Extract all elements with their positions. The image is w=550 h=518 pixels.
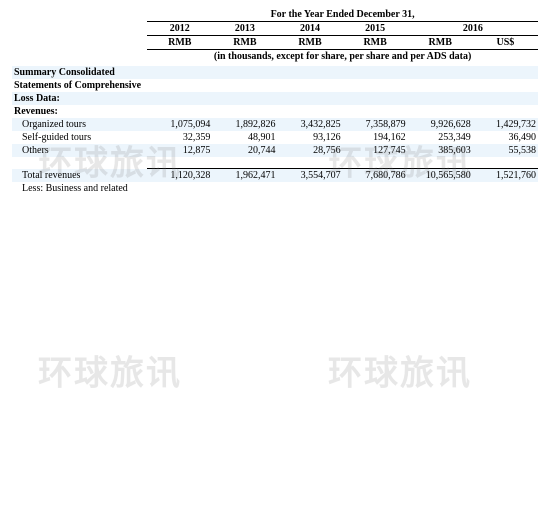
cell-value: 194,162 — [343, 131, 408, 144]
section-label: Summary Consolidated — [12, 66, 538, 79]
watermark: 环球旅讯 — [38, 346, 182, 395]
table-row: Organized tours1,075,0941,892,8263,432,8… — [12, 118, 538, 131]
section-label: Revenues: — [12, 105, 538, 118]
cell-value: 1,962,471 — [212, 169, 277, 183]
cell-value: 48,901 — [212, 131, 277, 144]
header-period: For the Year Ended December 31, — [147, 8, 538, 22]
cell-value: 1,892,826 — [212, 118, 277, 131]
cur-1: RMB — [212, 36, 277, 50]
table-row: Statements of Comprehensive — [12, 79, 538, 92]
cell-value: 3,432,825 — [277, 118, 342, 131]
table-row: Self-guided tours32,35948,90193,126194,1… — [12, 131, 538, 144]
watermark: 环球旅讯 — [328, 346, 472, 395]
cell-value: 1,429,732 — [473, 118, 538, 131]
table-row — [12, 157, 538, 169]
cell-value: 36,490 — [473, 131, 538, 144]
row-label: Total revenues — [12, 169, 147, 183]
cell-value: 55,538 — [473, 144, 538, 157]
year-2014: 2014 — [277, 22, 342, 36]
row-label: Others — [12, 144, 147, 157]
table-header: For the Year Ended December 31, 2012 201… — [12, 8, 538, 66]
cell-value: 32,359 — [147, 131, 212, 144]
cell-value: 10,565,580 — [408, 169, 473, 183]
cur-4: RMB — [408, 36, 473, 50]
table-row: Total revenues1,120,3281,962,4713,554,70… — [12, 169, 538, 183]
cell-value — [147, 182, 212, 195]
cur-0: RMB — [147, 36, 212, 50]
cell-value: 385,603 — [408, 144, 473, 157]
table-row: Loss Data: — [12, 92, 538, 105]
year-2015: 2015 — [343, 22, 408, 36]
cell-value — [408, 182, 473, 195]
cell-value — [343, 182, 408, 195]
cell-value: 9,926,628 — [408, 118, 473, 131]
cell-value: 253,349 — [408, 131, 473, 144]
cell-value: 1,120,328 — [147, 169, 212, 183]
cell-value: 127,745 — [343, 144, 408, 157]
row-label: Self-guided tours — [12, 131, 147, 144]
cur-2: RMB — [277, 36, 342, 50]
table-row: Summary Consolidated — [12, 66, 538, 79]
cur-5: US$ — [473, 36, 538, 50]
financial-table: For the Year Ended December 31, 2012 201… — [12, 8, 538, 195]
row-label: Organized tours — [12, 118, 147, 131]
cell-value — [277, 182, 342, 195]
cell-value — [473, 182, 538, 195]
year-2012: 2012 — [147, 22, 212, 36]
table-body: Summary ConsolidatedStatements of Compre… — [12, 66, 538, 195]
section-label: Statements of Comprehensive — [12, 79, 538, 92]
cell-value: 7,680,786 — [343, 169, 408, 183]
year-2016: 2016 — [408, 22, 538, 36]
cell-value: 7,358,879 — [343, 118, 408, 131]
header-note: (in thousands, except for share, per sha… — [147, 50, 538, 67]
row-label: Less: Business and related — [12, 182, 147, 195]
cell-value: 12,875 — [147, 144, 212, 157]
cur-3: RMB — [343, 36, 408, 50]
cell-value: 3,554,707 — [277, 169, 342, 183]
cell-value — [212, 182, 277, 195]
cell-value: 1,521,760 — [473, 169, 538, 183]
table-row: Others12,87520,74428,756127,745385,60355… — [12, 144, 538, 157]
year-2013: 2013 — [212, 22, 277, 36]
cell-value: 28,756 — [277, 144, 342, 157]
cell-value: 20,744 — [212, 144, 277, 157]
cell-value: 93,126 — [277, 131, 342, 144]
table-row: Revenues: — [12, 105, 538, 118]
cell-value: 1,075,094 — [147, 118, 212, 131]
table-row: Less: Business and related — [12, 182, 538, 195]
section-label: Loss Data: — [12, 92, 538, 105]
